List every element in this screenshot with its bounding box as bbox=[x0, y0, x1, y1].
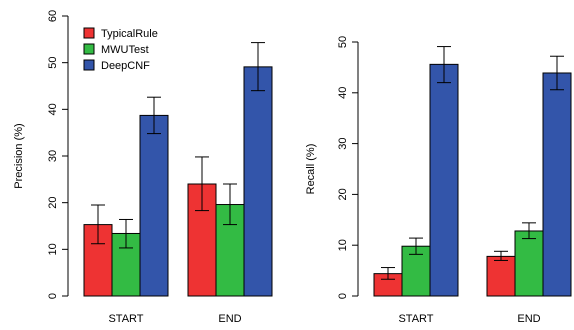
y-tick-label: 50 bbox=[337, 36, 349, 48]
legend-label-deepcnf: DeepCNF bbox=[101, 60, 150, 72]
legend-swatch-typicalrule bbox=[83, 27, 95, 39]
bar-deepcnf-start bbox=[429, 63, 459, 297]
legend-label-mwutest: MWUTest bbox=[101, 44, 149, 56]
category-label-end: END bbox=[218, 313, 241, 325]
y-tick-label: 60 bbox=[47, 10, 59, 22]
y-tick-label: 40 bbox=[47, 103, 59, 115]
bar-deepcnf-start bbox=[139, 114, 169, 297]
y-tick-label: 0 bbox=[337, 293, 349, 299]
y-tick-label: 10 bbox=[47, 243, 59, 255]
recall-panel: 0 10 20 30 40 50 Recall (%) START END bbox=[305, 36, 572, 325]
legend-swatch-mwutest bbox=[83, 43, 95, 55]
y-tick-label: 30 bbox=[47, 150, 59, 162]
precision-panel: 0 10 20 30 40 50 60 Precision (%) START END Typica… bbox=[13, 10, 273, 325]
category-label-start: START bbox=[398, 313, 433, 325]
category-label-start: START bbox=[108, 313, 143, 325]
y-tick-label: 40 bbox=[337, 87, 349, 99]
y-tick-label: 20 bbox=[337, 188, 349, 200]
y-axis-title: Precision (%) bbox=[13, 123, 25, 188]
bar-deepcnf-end bbox=[542, 72, 572, 297]
y-axis-title: Recall (%) bbox=[305, 144, 317, 195]
y-tick-label: 10 bbox=[337, 239, 349, 251]
category-label-end: END bbox=[517, 313, 540, 325]
y-tick-label: 50 bbox=[47, 57, 59, 69]
bar-mwutest-end bbox=[514, 230, 544, 297]
legend-swatch-deepcnf bbox=[83, 59, 95, 71]
bar-deepcnf-end bbox=[243, 66, 273, 297]
legend-label-typicalrule: TypicalRule bbox=[101, 28, 158, 40]
y-tick-label: 0 bbox=[47, 293, 59, 299]
y-tick-label: 30 bbox=[337, 137, 349, 149]
y-tick-label: 20 bbox=[47, 197, 59, 209]
bar-typicalrule-end bbox=[486, 255, 516, 297]
